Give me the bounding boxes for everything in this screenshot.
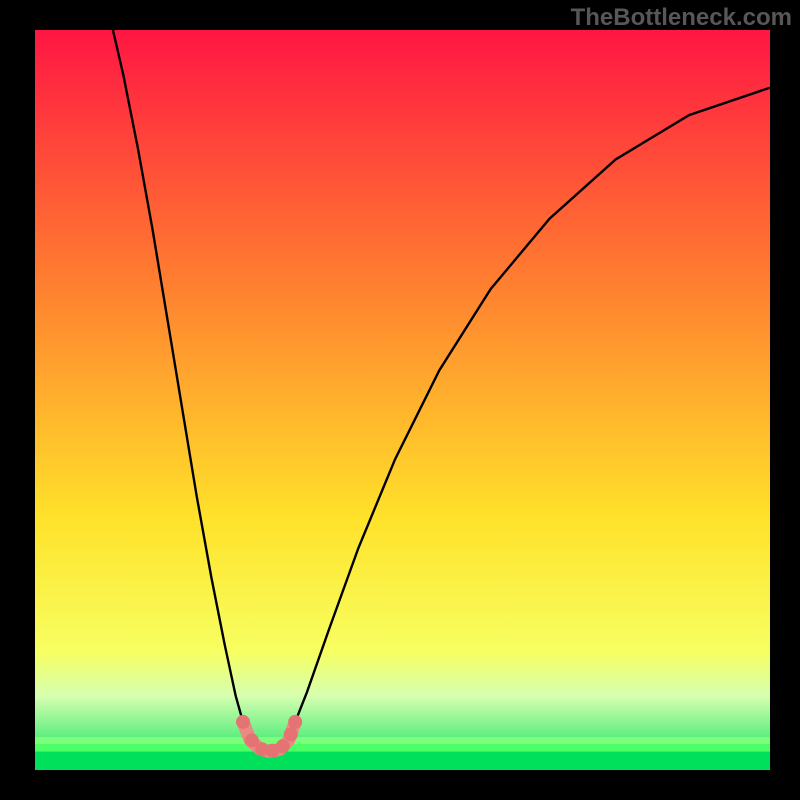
valley-dot (284, 728, 298, 742)
curve-right-branch (295, 88, 770, 722)
bottleneck-curve (35, 30, 770, 770)
watermark-text: TheBottleneck.com (571, 4, 792, 32)
valley-dot (288, 715, 302, 729)
valley-dot (276, 739, 290, 753)
valley-dot (236, 715, 250, 729)
curve-left-branch (113, 30, 243, 722)
plot-area (35, 30, 770, 770)
